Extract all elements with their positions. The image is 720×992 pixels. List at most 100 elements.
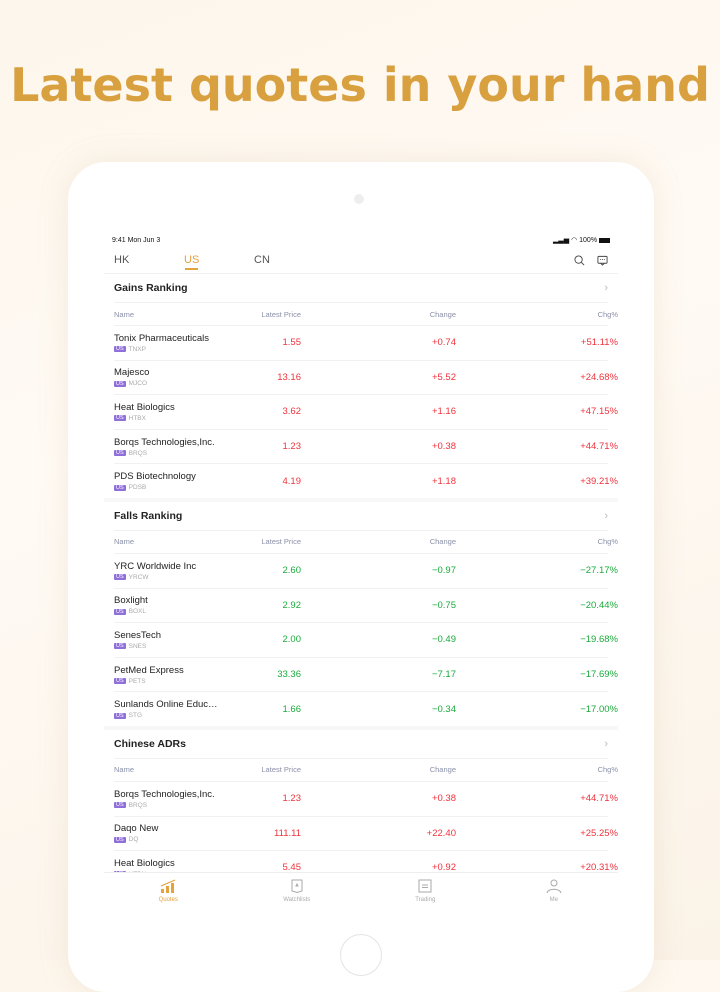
col-pct: Chg% (597, 537, 618, 547)
stock-code: PDSB (128, 484, 147, 492)
latest-price: 1.55 (282, 337, 302, 349)
change-pct: +51.11% (580, 337, 618, 349)
stock-row[interactable]: PDS Biotechnology US PDSB 4.19 +1.18 +39.21% (114, 463, 618, 498)
chevron-right-icon[interactable]: › (604, 509, 608, 522)
tab-us[interactable]: US (184, 254, 200, 270)
market-badge: US (114, 450, 126, 457)
latest-price: 33.36 (277, 669, 301, 681)
change: −0.34 (431, 703, 456, 715)
section-header[interactable]: Falls Ranking › (104, 502, 618, 530)
stock-row[interactable]: Majesco US MJCO 13.16 +5.52 +24.68% (114, 359, 618, 395)
section-header[interactable]: Gains Ranking › (104, 274, 618, 302)
change: +0.74 (431, 337, 456, 349)
stock-row[interactable]: YRC Worldwide Inc US YRCW 2.60 −0.97 −27.17% (114, 552, 618, 588)
tab-cn[interactable]: CN (254, 254, 270, 266)
market-badge: US (114, 802, 126, 809)
col-price: Latest Price (261, 537, 301, 547)
change: −0.75 (431, 599, 456, 611)
latest-price: 3.62 (282, 406, 302, 418)
tab-label: Me (549, 896, 558, 903)
stock-row[interactable]: Boxlight US BOXL 2.92 −0.75 −20.44% (114, 587, 618, 623)
stock-name: YRC Worldwide Inc (114, 560, 197, 572)
latest-price: 5.45 (282, 862, 302, 874)
latest-price: 2.00 (282, 634, 302, 646)
stock-row[interactable]: SenesTech US SNES 2.00 −0.49 −19.68% (114, 622, 618, 657)
stock-name: SenesTech (114, 629, 162, 641)
change: +0.92 (431, 862, 456, 874)
stock-name: Heat Biologics (114, 401, 175, 413)
chevron-right-icon[interactable]: › (604, 282, 608, 294)
stock-name: PDS Biotechnology (114, 471, 196, 483)
col-name: Name (114, 537, 135, 547)
section-divider (104, 725, 618, 730)
section-title: Gains Ranking (114, 282, 188, 294)
change-pct: −17.00% (580, 703, 618, 715)
change-pct: +39.21% (580, 475, 618, 487)
market-tabs: HK US CN (104, 250, 618, 274)
tab-trading[interactable]: Trading (361, 873, 490, 908)
stock-row[interactable]: Borqs Technologies,Inc. US BRQS 1.23 +0.38 +4… (114, 428, 618, 464)
chevron-right-icon[interactable]: › (604, 737, 608, 750)
market-badge: US (114, 484, 126, 491)
market-badge: US (114, 608, 126, 615)
stock-code: DQ (128, 836, 139, 844)
col-change: Change (429, 765, 456, 775)
tab-me[interactable]: Me (490, 873, 619, 908)
tab-quotes[interactable]: Quotes (104, 873, 233, 908)
stock-row[interactable]: PetMed Express US PETS 33.36 −7.17 −17.69% (114, 656, 618, 692)
stock-name: Borqs Technologies,Inc. (114, 788, 215, 800)
change: +22.40 (426, 827, 456, 839)
change: +0.38 (431, 441, 456, 453)
stock-row[interactable]: Daqo New US DQ 111.11 +22.40 +25.25% (114, 815, 618, 851)
section-title: Chinese ADRs (114, 737, 186, 750)
stock-code: BRQS (128, 801, 148, 809)
stock-name: Tonix Pharmaceuticals (114, 332, 210, 344)
chart-icon (160, 878, 176, 895)
stock-name: Borqs Technologies,Inc. (114, 436, 215, 448)
tab-label: Quotes (158, 896, 178, 903)
change: +5.52 (431, 371, 456, 383)
watchlist-icon (290, 879, 304, 895)
stock-code: SNES (128, 642, 147, 650)
latest-price: 1.23 (282, 793, 302, 805)
stock-row[interactable]: Sunlands Online Educ… US STG 1.66 −0.34 −17.0… (114, 691, 618, 726)
stock-row[interactable]: Tonix Pharmaceuticals US TNXP 1.55 +0.74 +51.… (114, 325, 618, 360)
stock-name: Sunlands Online Educ… (114, 699, 218, 711)
tab-label: Watchlists (283, 896, 311, 903)
search-icon[interactable] (574, 255, 585, 266)
stock-code: YRCW (128, 573, 149, 581)
home-button (340, 934, 382, 976)
message-icon[interactable] (597, 255, 608, 266)
change-pct: −20.44% (580, 599, 618, 611)
app-screen: 9:41 Mon Jun 3 ▂▃▅ ◠ 100% HK US CN Gains… (104, 230, 618, 910)
tab-watchlists[interactable]: Watchlists (233, 873, 362, 908)
stock-code: MJCO (128, 380, 148, 388)
stock-name: Boxlight (114, 595, 148, 607)
latest-price: 13.16 (277, 371, 301, 383)
col-change: Change (429, 309, 456, 319)
col-pct: Chg% (597, 765, 618, 775)
stock-row[interactable]: Borqs Technologies,Inc. US BRQS 1.23 +0.38 +4… (114, 780, 618, 816)
change: +0.38 (431, 793, 456, 805)
section-divider (104, 497, 618, 502)
stock-name: Heat Biologics (114, 857, 175, 869)
stock-code: BRQS (128, 449, 148, 457)
latest-price: 1.66 (282, 703, 302, 715)
col-pct: Chg% (597, 309, 618, 319)
headline: Latest quotes in your hand (10, 58, 710, 112)
status-bar: 9:41 Mon Jun 3 ▂▃▅ ◠ 100% (104, 230, 618, 250)
col-name: Name (114, 309, 135, 319)
stock-code: HTBX (128, 414, 146, 422)
latest-price: 2.60 (282, 565, 302, 577)
section-header[interactable]: Chinese ADRs › (104, 730, 618, 758)
person-icon (546, 879, 562, 895)
change-pct: −27.17% (580, 565, 618, 577)
market-badge: US (114, 346, 126, 353)
stock-code: BOXL (128, 608, 146, 616)
section-title: Falls Ranking (114, 509, 183, 522)
stock-row[interactable]: Heat Biologics US HTBX 3.62 +1.16 +47.15% (114, 394, 618, 429)
tab-hk[interactable]: HK (114, 254, 130, 266)
change-pct: +47.15% (580, 406, 618, 418)
stock-name: Daqo New (114, 823, 159, 835)
battery-icon (599, 237, 610, 243)
